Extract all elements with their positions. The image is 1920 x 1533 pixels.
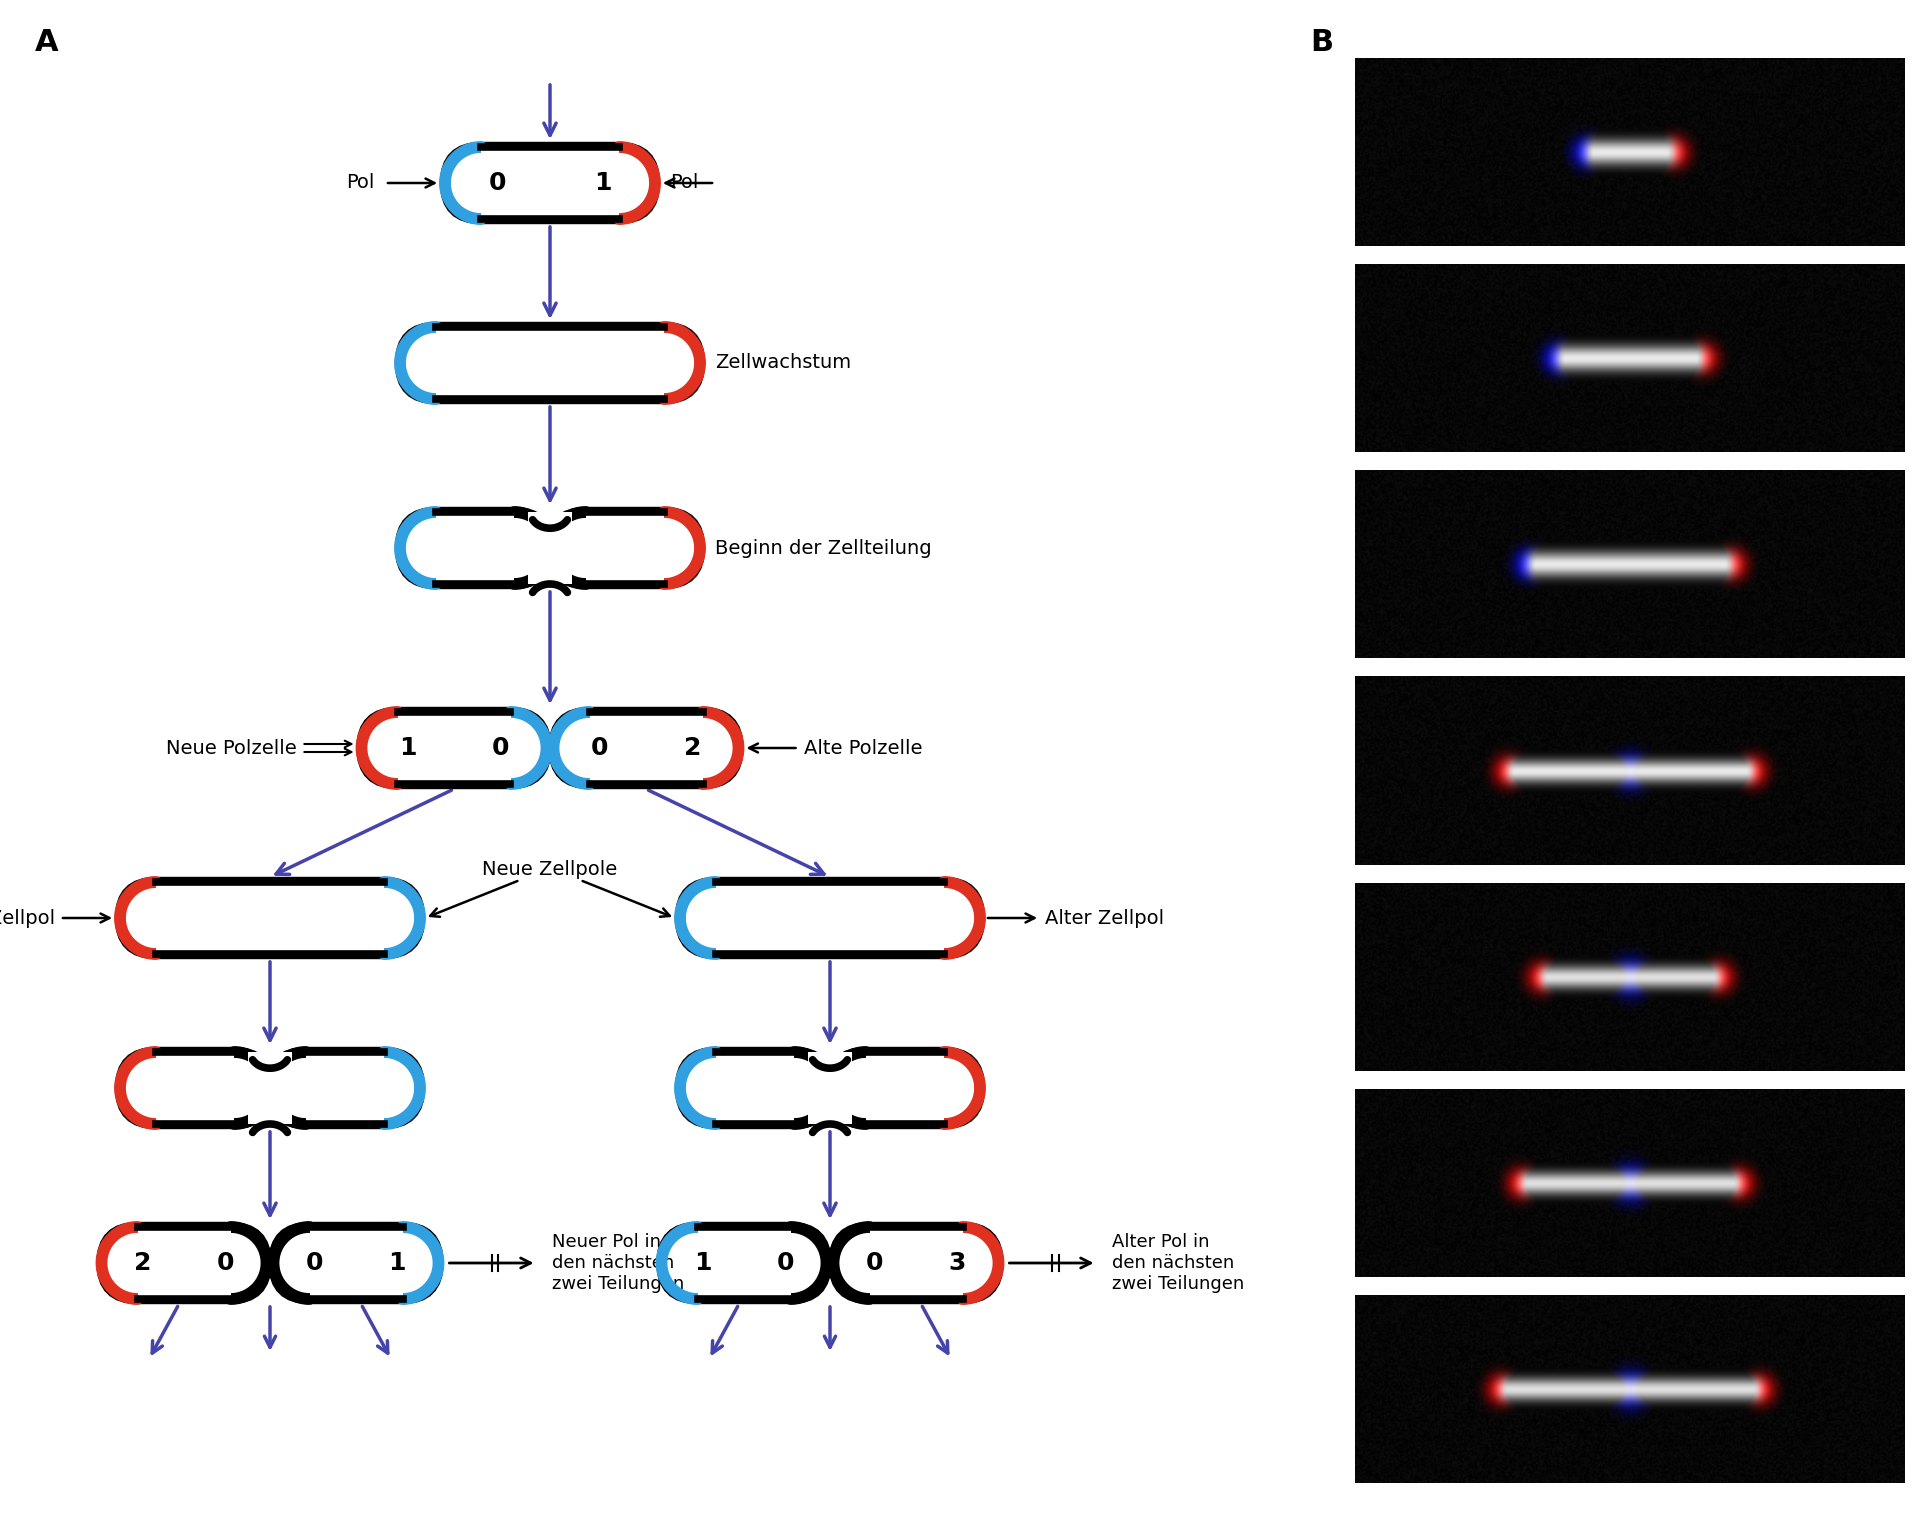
Bar [138, 1226, 230, 1298]
Bar [866, 1052, 945, 1124]
Text: 0: 0 [490, 172, 507, 195]
Bar [716, 1052, 795, 1124]
Text: 2: 2 [684, 736, 701, 760]
FancyBboxPatch shape [399, 512, 549, 584]
Text: Alter Pol in
den nächsten
zwei Teilungen: Alter Pol in den nächsten zwei Teilungen [1112, 1233, 1244, 1292]
Text: 0: 0 [492, 736, 509, 760]
Bar [156, 1052, 234, 1124]
Text: 0: 0 [591, 736, 609, 760]
Text: Pol: Pol [670, 173, 699, 193]
FancyBboxPatch shape [833, 1226, 998, 1298]
Text: 1: 1 [593, 172, 611, 195]
Bar [586, 512, 664, 584]
Text: 0: 0 [305, 1251, 323, 1275]
FancyBboxPatch shape [829, 1052, 979, 1124]
FancyBboxPatch shape [549, 512, 701, 584]
Text: Zellwachstum: Zellwachstum [714, 354, 851, 373]
Bar [436, 327, 664, 399]
FancyBboxPatch shape [662, 1226, 826, 1298]
Bar [482, 147, 618, 219]
Text: Beginn der Zellteilung: Beginn der Zellteilung [714, 538, 931, 558]
Text: Pol: Pol [348, 173, 374, 193]
Text: 3: 3 [948, 1251, 966, 1275]
FancyBboxPatch shape [361, 711, 547, 783]
Text: Neue Zellpole: Neue Zellpole [482, 860, 618, 880]
Bar [248, 1052, 292, 1124]
Text: Alter Zellpol: Alter Zellpol [1044, 909, 1164, 927]
Bar [436, 512, 515, 584]
Text: A: A [35, 28, 60, 57]
Bar [156, 881, 384, 954]
Bar [397, 711, 511, 783]
Bar [808, 1052, 852, 1124]
FancyBboxPatch shape [273, 1226, 438, 1298]
Text: 0: 0 [776, 1251, 795, 1275]
FancyBboxPatch shape [399, 327, 701, 399]
Bar [309, 1226, 403, 1298]
Text: Neue Polzelle: Neue Polzelle [165, 739, 296, 757]
FancyBboxPatch shape [271, 1052, 420, 1124]
Text: Neuer Pol in
den nächsten
zwei Teilungen: Neuer Pol in den nächsten zwei Teilungen [551, 1233, 684, 1292]
Bar [697, 1226, 791, 1298]
FancyBboxPatch shape [445, 147, 655, 219]
FancyBboxPatch shape [119, 881, 420, 954]
FancyBboxPatch shape [553, 711, 739, 783]
Text: Alte Polzelle: Alte Polzelle [803, 739, 922, 757]
Bar [589, 711, 703, 783]
Text: 1: 1 [399, 736, 417, 760]
Bar [528, 512, 572, 584]
FancyBboxPatch shape [680, 1052, 829, 1124]
Text: 1: 1 [388, 1251, 405, 1275]
Bar [716, 881, 945, 954]
Text: Alter Zellpol: Alter Zellpol [0, 909, 56, 927]
FancyBboxPatch shape [102, 1226, 267, 1298]
FancyBboxPatch shape [119, 1052, 271, 1124]
Text: 0: 0 [866, 1251, 883, 1275]
Bar [870, 1226, 962, 1298]
Text: 2: 2 [134, 1251, 152, 1275]
FancyBboxPatch shape [680, 881, 979, 954]
Text: 1: 1 [693, 1251, 712, 1275]
Bar [305, 1052, 384, 1124]
Text: 0: 0 [217, 1251, 234, 1275]
Text: B: B [1309, 28, 1332, 57]
